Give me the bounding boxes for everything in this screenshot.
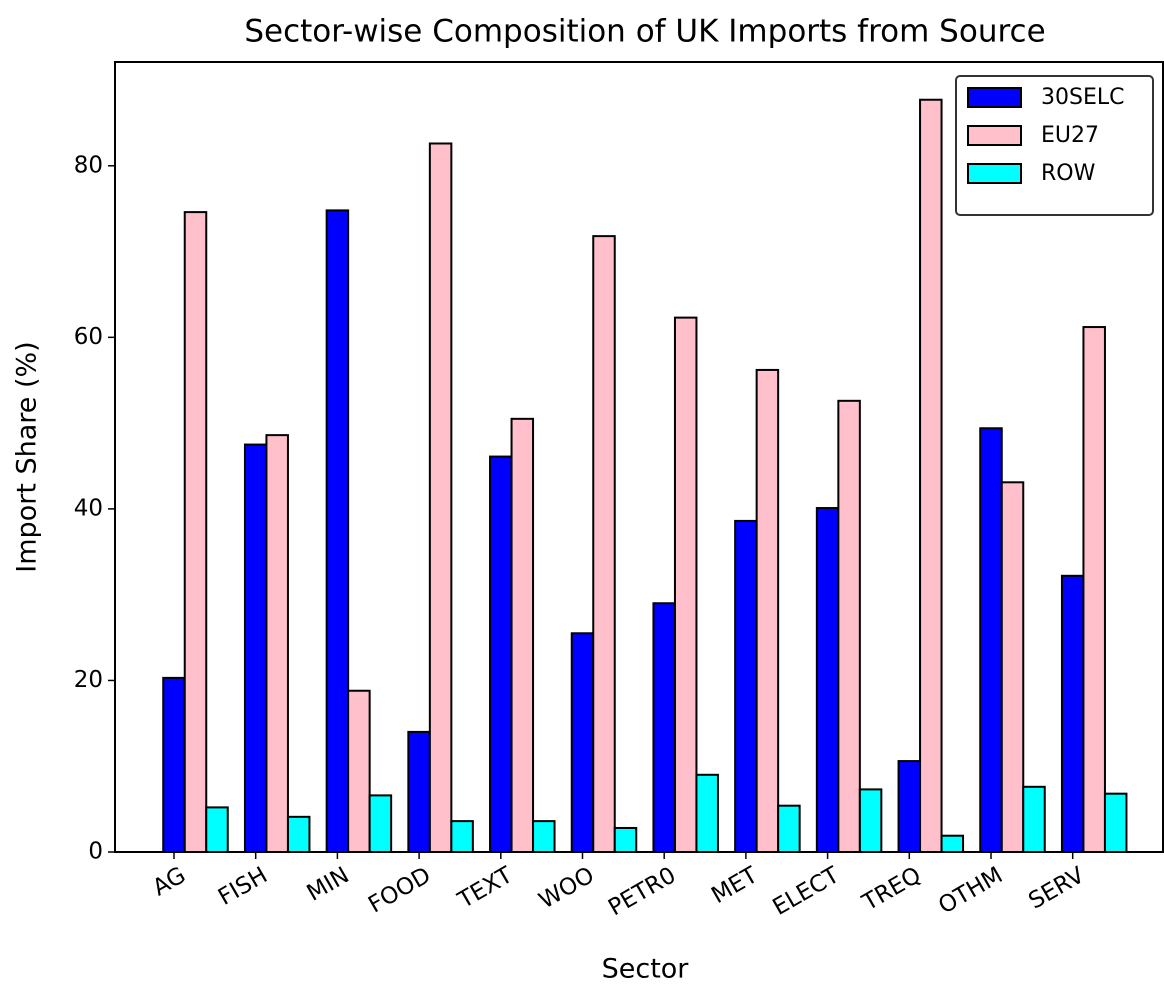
bar — [755, 368, 780, 853]
bar — [613, 826, 638, 853]
x-tick-label: WOO — [535, 862, 599, 914]
bar — [652, 602, 676, 854]
bar — [325, 209, 350, 853]
legend: 30SELC EU27 ROW — [955, 75, 1154, 216]
bar — [1000, 481, 1025, 853]
y-tick-label: 80 — [74, 152, 103, 178]
bar — [428, 142, 453, 854]
plot-frame — [114, 61, 1164, 853]
x-axis-label: Sector — [602, 954, 690, 984]
legend-label: ROW — [1041, 161, 1096, 186]
legend-label: EU27 — [1041, 123, 1099, 148]
bar — [1082, 326, 1106, 853]
bar — [815, 507, 840, 853]
bar — [162, 676, 186, 853]
bar — [450, 820, 474, 854]
bar — [940, 834, 965, 854]
x-tick-label: FOOD — [364, 862, 435, 918]
bar — [858, 788, 883, 854]
bar — [897, 760, 922, 853]
x-tick-label: ELECT — [768, 862, 844, 921]
bar — [532, 820, 556, 854]
bar — [510, 417, 535, 853]
x-tick-label: TREQ — [857, 862, 925, 916]
x-tick-label: AG — [149, 862, 191, 901]
bar — [489, 455, 513, 853]
x-tick-label: MET — [707, 862, 763, 909]
bar — [368, 794, 393, 854]
bar — [734, 519, 758, 854]
x-tick-label: MIN — [303, 862, 354, 906]
y-tick-label: 40 — [74, 495, 103, 521]
bar — [1103, 792, 1128, 854]
legend-swatch — [967, 87, 1022, 108]
chart-title: Sector-wise Composition of UK Imports fr… — [244, 14, 1045, 50]
y-tick-label: 20 — [74, 667, 103, 693]
legend-swatch — [967, 125, 1022, 146]
y-tick-label: 60 — [74, 324, 103, 350]
x-tick-label: PETR0 — [604, 862, 680, 921]
bar — [673, 316, 698, 853]
legend-label: 30SELC — [1041, 85, 1124, 110]
bar — [1060, 574, 1085, 853]
bar — [205, 806, 229, 853]
bar — [243, 443, 268, 853]
bar — [592, 235, 616, 853]
bar — [1022, 785, 1046, 854]
bar — [265, 434, 289, 853]
bar — [347, 689, 371, 853]
x-tick-label: FISH — [214, 862, 272, 910]
legend-swatch — [967, 163, 1022, 184]
bar — [286, 815, 311, 854]
y-tick-label: 0 — [88, 839, 103, 865]
bar — [979, 427, 1003, 853]
x-tick-label: SERV — [1024, 862, 1089, 914]
x-tick-label: TEXT — [453, 862, 518, 914]
bar — [183, 211, 208, 853]
bar — [919, 98, 943, 854]
bar — [837, 399, 861, 853]
bar — [695, 773, 719, 854]
x-tick-label: OTHM — [934, 862, 1007, 919]
bar — [777, 804, 801, 854]
y-axis-label: Import Share (%) — [12, 341, 43, 572]
bar — [407, 730, 431, 854]
bar — [570, 632, 595, 854]
